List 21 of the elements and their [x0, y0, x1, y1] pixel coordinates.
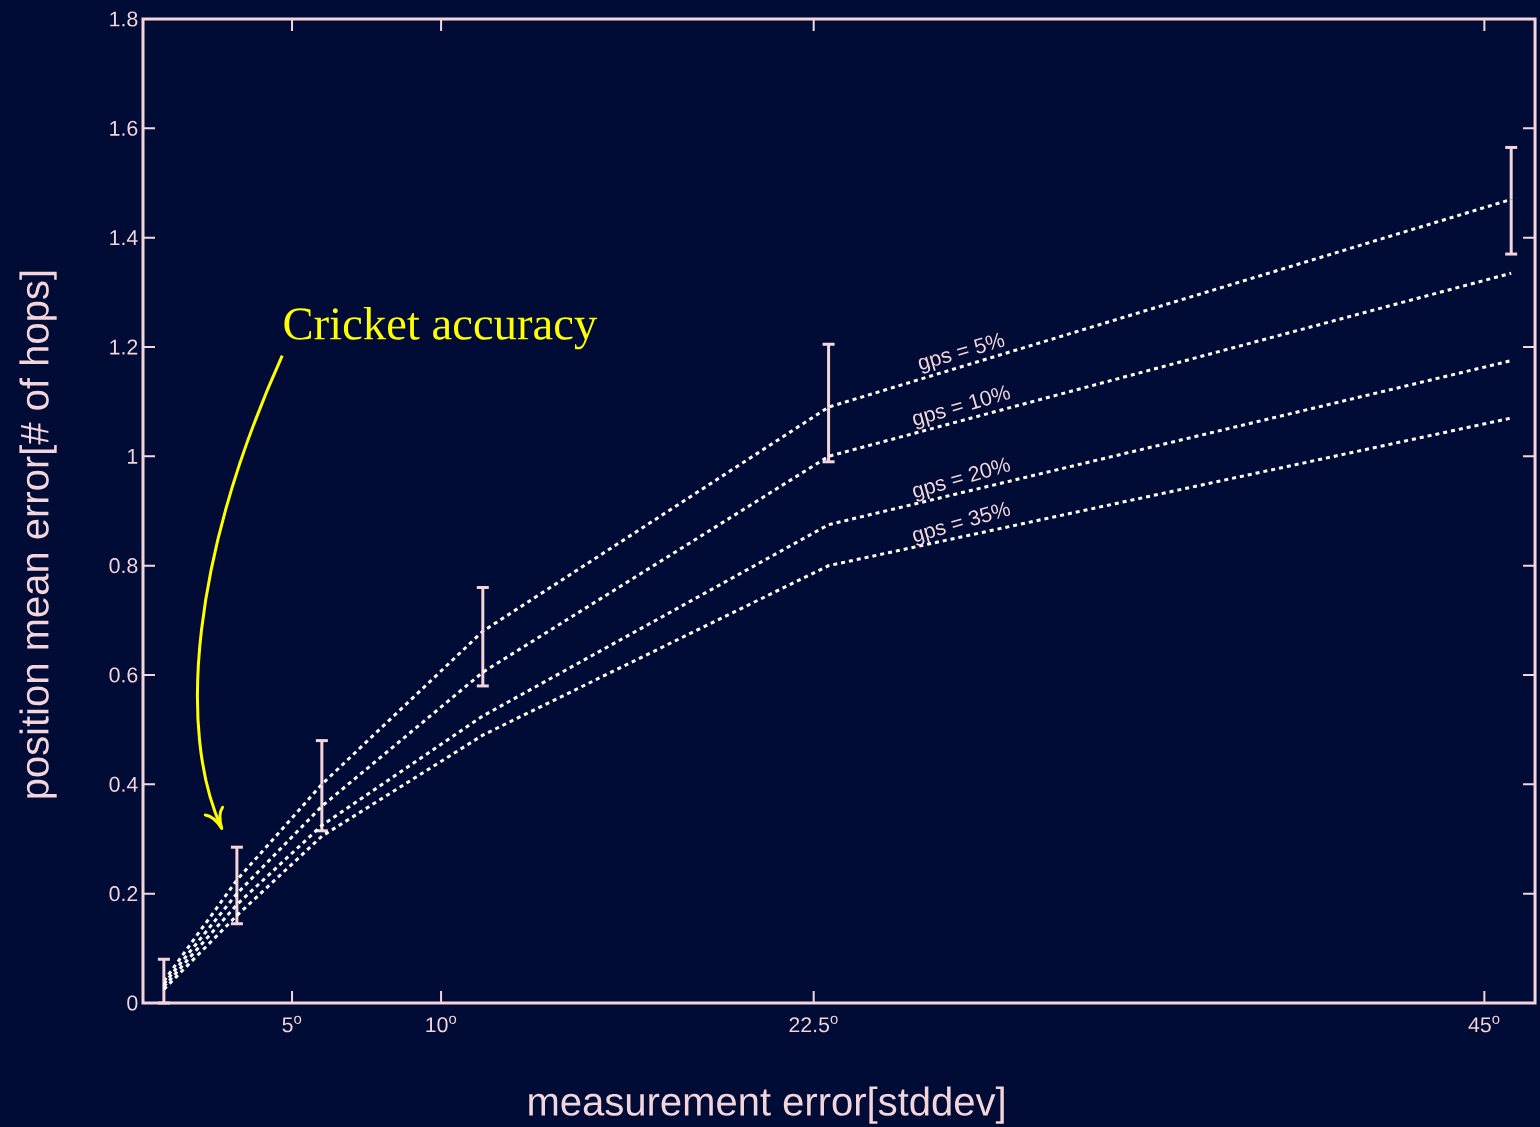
- text: gps = 20%: [913, 457, 1011, 502]
- y-tick-label: 1.2: [110, 339, 138, 355]
- y-tick-label: 1.4: [110, 230, 138, 245]
- text: gps = 5%: [918, 332, 1005, 374]
- text: gps = 35%: [913, 501, 1011, 546]
- y-tick-label: 1: [128, 448, 138, 464]
- x-tick-label: 22.5$^{o}$: [789, 1015, 838, 1033]
- x-axis-title: measurement error[stddev]: [529, 1086, 1004, 1124]
- y-tick-label: 0.4: [109, 776, 138, 792]
- x-tick-label: 45$^{o}$: [1468, 1015, 1500, 1033]
- annotation: Cricket accuracy: [284, 306, 598, 350]
- y-tick-label: 0: [127, 995, 138, 1011]
- y-tick-label: 0.6: [109, 667, 138, 683]
- y-axis-title: position mean error[# of hops]: [19, 271, 57, 798]
- y-tick-label: 1.8: [110, 11, 138, 27]
- y-tick-label: 0.2: [109, 886, 138, 902]
- y-tick-label: 0.8: [109, 558, 138, 574]
- y-tick-label: 1.6: [110, 120, 138, 136]
- x-tick-label: 10$^{o}$: [426, 1015, 457, 1033]
- text: gps = 10%: [913, 385, 1011, 430]
- x-tick-label: 5$^{o}$: [282, 1015, 302, 1033]
